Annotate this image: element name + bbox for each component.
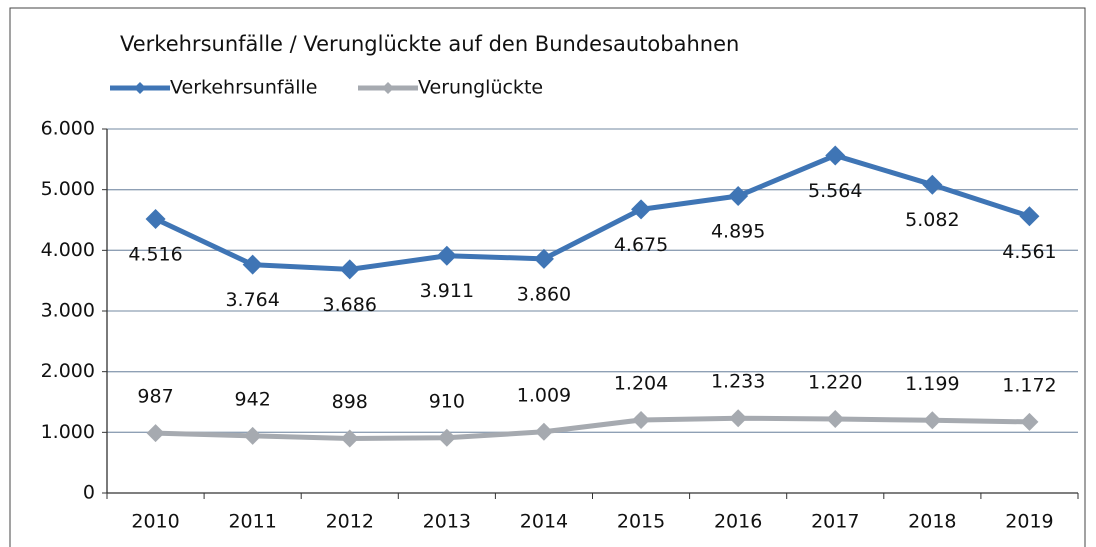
point [534,422,553,441]
data-label: 1.220 [808,371,862,393]
point [1019,206,1040,227]
x-tick-label: 2011 [228,511,276,533]
point [339,259,360,280]
data-label: 1.009 [517,384,571,406]
x-tick-label: 2018 [908,511,956,533]
x-tick-label: 2014 [520,511,568,533]
y-tick-label: 6.000 [41,118,95,140]
data-label: 5.564 [808,180,862,202]
point [826,409,845,428]
point [1020,412,1039,431]
chart-title: Verkehrsunfälle / Verunglückte auf den B… [120,32,739,56]
x-tick-label: 2017 [811,511,859,533]
data-label: 898 [332,391,368,413]
data-label: 987 [137,386,173,408]
data-label: 4.561 [1002,241,1056,263]
series-line [155,415,1030,442]
point [436,245,457,266]
data-label: 3.764 [225,289,279,311]
point [825,145,846,166]
y-tick-label: 4.000 [41,239,95,261]
data-label: 1.199 [905,373,959,395]
x-tick-label: 2010 [131,511,179,533]
y-tick-label: 3.000 [41,300,95,322]
x-tick-label: 2019 [1005,511,1053,533]
point [632,410,651,429]
data-label: 4.675 [614,234,668,256]
point [533,248,554,269]
point [729,409,748,428]
point [242,254,263,275]
point [437,428,456,447]
legend-label: Verkehrsunfälle [170,77,317,99]
y-tick-label: 2.000 [41,360,95,382]
data-label: 3.911 [420,280,474,302]
x-tick-label: 2013 [423,511,471,533]
series-line [154,152,1031,272]
data-label: 942 [235,388,271,410]
data-label: 5.082 [905,209,959,231]
chart-frame [9,7,1086,547]
point [243,426,262,445]
data-label: 3.686 [323,294,377,316]
legend-marker [382,82,394,94]
data-label: 4.516 [128,244,182,266]
x-tick-label: 2016 [714,511,762,533]
point [145,209,166,230]
x-tick-label: 2012 [326,511,374,533]
point [146,424,165,443]
data-label: 3.860 [517,283,571,305]
data-label: 4.895 [711,221,765,243]
point [922,174,943,195]
point [340,429,359,448]
point [728,186,749,207]
data-label: 1.172 [1002,374,1056,396]
y-tick-label: 5.000 [41,178,95,200]
data-label: 1.233 [711,371,765,393]
y-tick-label: 1.000 [41,421,95,443]
legend-label: Verunglückte [418,77,543,99]
legend-marker [134,82,146,94]
data-label: 910 [429,390,465,412]
point [631,199,652,220]
y-tick-label: 0 [83,482,95,504]
data-label: 1.204 [614,372,668,394]
x-tick-label: 2015 [617,511,665,533]
point [923,411,942,430]
